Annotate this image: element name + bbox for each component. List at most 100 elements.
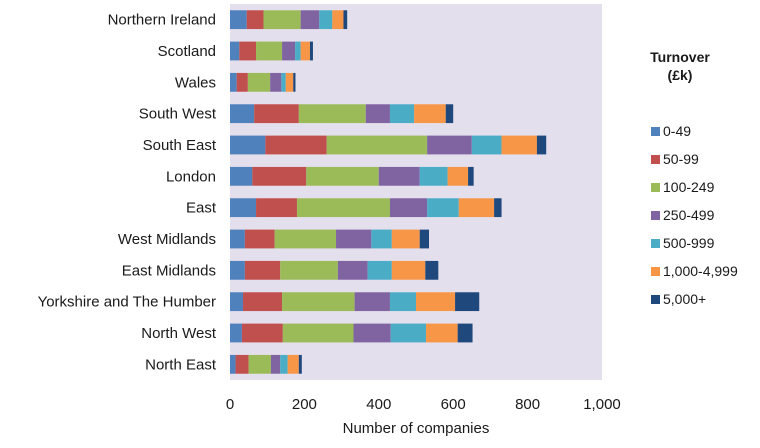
bar-segment-10-2 (282, 323, 354, 343)
bar-segment-7-2 (274, 229, 337, 249)
bar-segment-1-4 (295, 41, 301, 61)
legend-swatch (651, 155, 660, 164)
bar-segment-5-3 (378, 166, 420, 186)
bar-segment-4-0 (230, 135, 266, 155)
x-tick-label: 1,000 (583, 396, 621, 413)
bar-segment-10-3 (353, 323, 391, 343)
legend-label: 0-49 (663, 123, 691, 139)
bar-segment-9-1 (243, 292, 283, 312)
bar-segment-7-5 (391, 229, 420, 249)
category-label: Scotland (158, 43, 216, 60)
bar-segment-3-5 (414, 104, 446, 124)
legend-label: 100-249 (663, 179, 715, 195)
bar-segment-2-6 (293, 72, 296, 92)
bar-segment-6-4 (427, 198, 459, 218)
bar-segment-9-3 (354, 292, 390, 312)
bar-segment-11-0 (230, 354, 236, 374)
bar-segment-5-1 (252, 166, 307, 186)
bar-segment-5-2 (306, 166, 379, 186)
bar-segment-4-3 (427, 135, 472, 155)
bar-segment-4-1 (265, 135, 327, 155)
bar-segment-0-6 (343, 10, 348, 30)
bar-segment-6-5 (458, 198, 495, 218)
legend-label: 500-999 (663, 235, 715, 251)
x-tick-label: 400 (366, 396, 391, 413)
bar-segment-8-1 (244, 260, 281, 280)
bar-segment-11-3 (270, 354, 281, 374)
bar-segment-7-6 (419, 229, 430, 249)
bar-segment-9-0 (230, 292, 244, 312)
bar-segment-11-1 (235, 354, 249, 374)
bar-segment-1-1 (239, 41, 257, 61)
bar-segment-6-2 (296, 198, 390, 218)
category-label: South West (139, 106, 217, 123)
legend-swatch (651, 211, 660, 220)
x-tick-labels: 0 200 400 600 800 1,000 (226, 396, 621, 413)
bar-segment-11-6 (298, 354, 302, 374)
category-label: East (186, 200, 217, 217)
bar-segment-6-1 (256, 198, 297, 218)
bar-segment-1-6 (309, 41, 313, 61)
category-labels: Northern Ireland Scotland Wales South West S… (38, 12, 217, 374)
bar-segment-6-6 (494, 198, 502, 218)
bar-segment-2-5 (285, 72, 294, 92)
bar-segment-4-5 (501, 135, 537, 155)
legend-label: 5,000+ (663, 291, 706, 307)
bar-segment-5-5 (447, 166, 469, 186)
bar-segment-5-4 (419, 166, 448, 186)
bar-segment-3-2 (298, 104, 366, 124)
bar-segment-8-4 (367, 260, 392, 280)
plot-area (230, 4, 602, 380)
bar-segment-2-3 (270, 72, 282, 92)
legend-swatch (651, 239, 660, 248)
legend: 0-49 50-99 100-249 250-499 500-999 1,000-4,99… (651, 123, 738, 307)
bar-segment-11-4 (280, 354, 288, 374)
bar-segment-0-0 (230, 10, 247, 30)
bar-segment-0-4 (319, 10, 333, 30)
category-label: East Midlands (122, 262, 216, 279)
bar-segment-9-4 (389, 292, 416, 312)
legend-swatch (651, 127, 660, 136)
bar-segment-3-4 (389, 104, 415, 124)
legend-swatch (651, 295, 660, 304)
bar-segment-10-1 (241, 323, 283, 343)
bar-segment-1-5 (300, 41, 310, 61)
bar-segment-7-3 (336, 229, 372, 249)
bar-segment-10-6 (457, 323, 473, 343)
bar-segment-4-4 (471, 135, 502, 155)
x-tick-label: 200 (292, 396, 317, 413)
x-tick-label: 600 (441, 396, 466, 413)
x-tick-label: 0 (226, 396, 234, 413)
bar-segment-9-2 (282, 292, 355, 312)
bar-segment-4-2 (326, 135, 428, 155)
bar-segment-2-0 (230, 72, 237, 92)
bar-segment-1-0 (230, 41, 240, 61)
bar-segment-11-2 (248, 354, 271, 374)
legend-title-line1: Turnover (650, 49, 710, 65)
bar-segment-4-6 (536, 135, 547, 155)
bars-group (230, 10, 547, 374)
x-tick-label: 800 (515, 396, 540, 413)
bar-segment-1-2 (256, 41, 283, 61)
bar-segment-8-6 (425, 260, 439, 280)
category-label: South East (143, 137, 217, 154)
bar-segment-6-0 (230, 198, 257, 218)
legend-label: 50-99 (663, 151, 699, 167)
bar-segment-3-6 (445, 104, 454, 124)
legend-swatch (651, 267, 660, 276)
bar-segment-8-3 (337, 260, 368, 280)
category-label: Yorkshire and The Humber (38, 294, 216, 311)
legend-title-line2: (£k) (668, 67, 693, 83)
bar-segment-2-2 (247, 72, 271, 92)
category-label: Wales (175, 74, 216, 91)
bar-segment-3-1 (254, 104, 299, 124)
bar-segment-9-5 (416, 292, 456, 312)
bar-segment-10-4 (390, 323, 427, 343)
bar-segment-0-2 (263, 10, 301, 30)
bar-segment-5-6 (468, 166, 474, 186)
bar-segment-0-3 (300, 10, 320, 30)
bar-segment-3-3 (365, 104, 390, 124)
bar-segment-8-5 (391, 260, 426, 280)
bar-segment-0-5 (332, 10, 344, 30)
